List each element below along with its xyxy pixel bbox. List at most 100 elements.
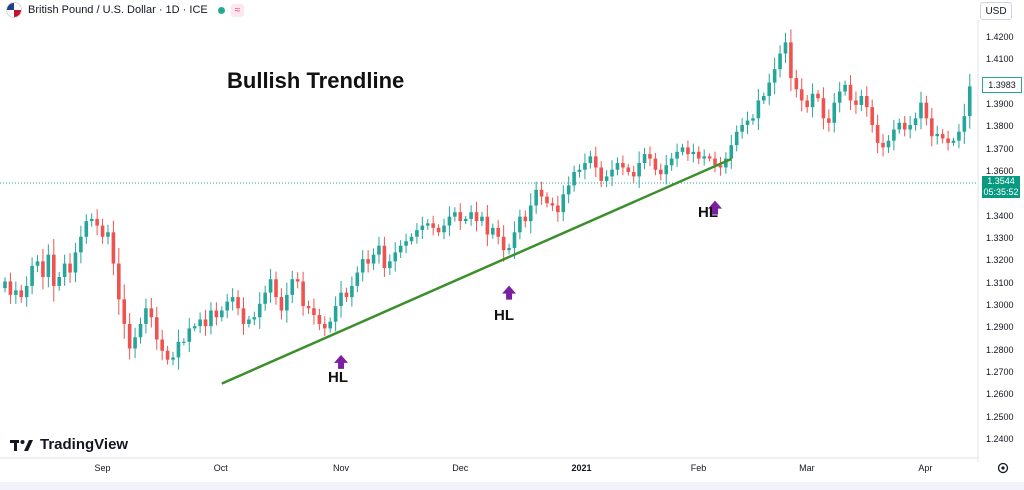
time-tick-label: Mar (799, 463, 815, 473)
candle-body (767, 82, 772, 96)
candle-body (160, 339, 164, 351)
currency-selector[interactable]: USD (980, 2, 1012, 20)
candle-body (51, 254, 56, 286)
candle-body (8, 281, 13, 295)
candle-body (686, 147, 690, 155)
candle-body (902, 122, 907, 130)
candle-body (935, 133, 940, 137)
candle-body (897, 122, 902, 130)
candle-body (333, 306, 338, 322)
candle-body (491, 227, 495, 235)
candle-body (306, 306, 311, 309)
hl-arrow-icon (334, 354, 349, 369)
candle-body (843, 84, 847, 92)
candle-body (79, 236, 83, 253)
symbol-header[interactable]: British Pound / U.S. Dollar · 1D · ICE ≈ (0, 0, 245, 20)
candle-body (35, 261, 40, 266)
hl-arrow-icon (708, 200, 723, 215)
candle-body (420, 225, 425, 231)
candle-body (496, 227, 501, 237)
bullish-trendline (221, 157, 732, 385)
candle-body (729, 145, 734, 159)
candle-body (875, 125, 880, 143)
candle-body (913, 118, 918, 126)
candle-body (393, 252, 398, 262)
price-tick-label: 1.3600 (986, 165, 1014, 176)
candle-body (930, 118, 934, 137)
settings-gear-icon[interactable] (997, 462, 1009, 474)
candle-body (322, 323, 327, 329)
candle-body (62, 263, 67, 277)
candle-body (274, 279, 278, 298)
candle-body (317, 314, 322, 324)
candle-body (713, 158, 717, 166)
candle-body (220, 310, 224, 318)
gbp-usd-flag-icon (6, 2, 22, 18)
current-price-tag: 1.3544 (982, 176, 1020, 187)
time-tick-label: Dec (452, 463, 469, 473)
candle-body (577, 169, 582, 172)
candle-body (144, 308, 148, 324)
price-tick-label: 1.2400 (986, 434, 1014, 445)
candle-body (799, 89, 804, 101)
candle-body (718, 165, 723, 168)
candle-body (848, 84, 853, 101)
candle-body (453, 212, 457, 217)
candle-body (783, 42, 788, 54)
candle-body (117, 263, 121, 300)
candle-body (46, 254, 51, 277)
candle-body (301, 281, 305, 307)
time-tick-label: Oct (213, 463, 228, 473)
candle-body (512, 232, 517, 248)
candle-body (740, 125, 744, 132)
candle-body (886, 140, 891, 148)
candle-body (789, 42, 793, 79)
candle-body (940, 133, 945, 139)
candle-body (371, 254, 376, 264)
candle-body (572, 171, 576, 186)
candle-body (285, 294, 289, 311)
candle-body (171, 357, 175, 360)
candle-body (138, 323, 143, 338)
price-tick-label: 1.2900 (986, 322, 1014, 333)
candle-body (436, 227, 441, 233)
candle-body (805, 100, 809, 108)
hl-label-2: HL (494, 307, 514, 324)
candle-body (225, 301, 230, 311)
price-tick-label: 1.3100 (986, 277, 1014, 288)
candle-body (84, 221, 89, 237)
candle-body (637, 163, 641, 177)
candle-body (463, 218, 468, 222)
candle-body (756, 100, 761, 119)
candle-body (198, 319, 202, 327)
candle-body (951, 140, 956, 143)
candle-body (425, 223, 430, 226)
price-tick-label: 1.3200 (986, 255, 1014, 266)
wave-badge-icon[interactable]: ≈ (230, 3, 245, 17)
candle-body (247, 319, 251, 324)
time-tick-label: Apr (918, 463, 933, 473)
candle-body (236, 297, 240, 309)
candle-body (967, 86, 972, 117)
candle-body (664, 165, 669, 175)
candle-body (257, 303, 262, 318)
candle-body (3, 281, 7, 289)
price-tick-label: 1.2600 (986, 389, 1014, 400)
candle-body (724, 158, 728, 168)
candle-body (295, 279, 300, 282)
candle-body (626, 167, 631, 172)
tradingview-brand: TradingView (10, 436, 128, 453)
candle-body (745, 120, 750, 126)
candle-body (154, 317, 159, 340)
candle-body (30, 265, 34, 286)
candle-body (528, 205, 533, 222)
candle-body (485, 216, 490, 235)
candle-body (442, 225, 446, 233)
candle-body (583, 163, 587, 170)
time-tick-label: Feb (690, 463, 707, 473)
candle-body (523, 216, 528, 222)
candle-body (507, 247, 511, 251)
candle-body (182, 341, 186, 343)
price-tick-label: 1.3300 (986, 233, 1014, 243)
